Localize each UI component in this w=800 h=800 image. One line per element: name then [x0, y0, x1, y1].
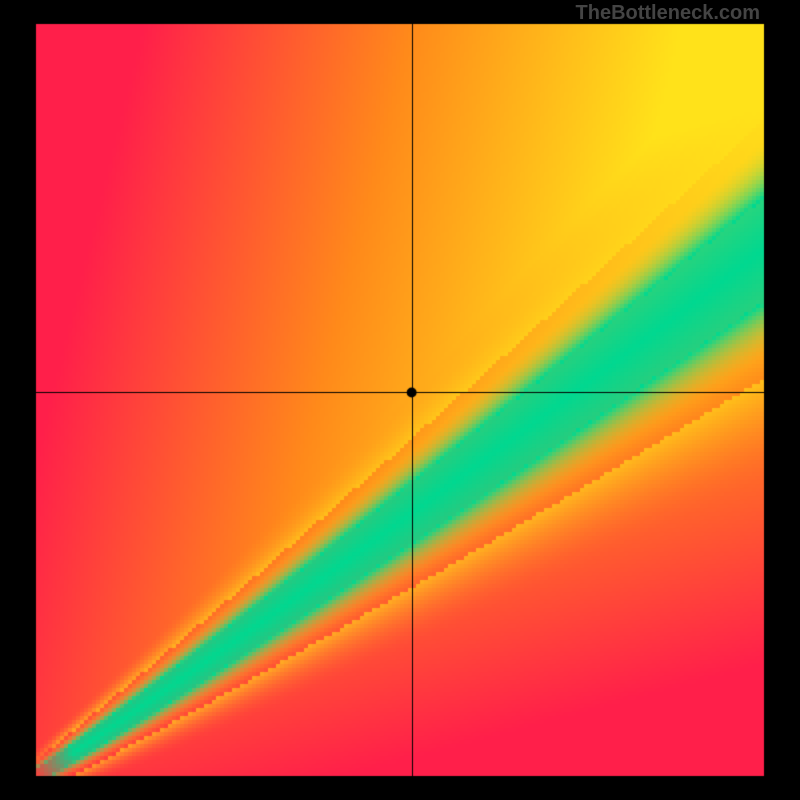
- heatmap-canvas: [0, 0, 800, 800]
- watermark-text: TheBottleneck.com: [576, 2, 760, 25]
- chart-container: TheBottleneck.com: [0, 0, 800, 800]
